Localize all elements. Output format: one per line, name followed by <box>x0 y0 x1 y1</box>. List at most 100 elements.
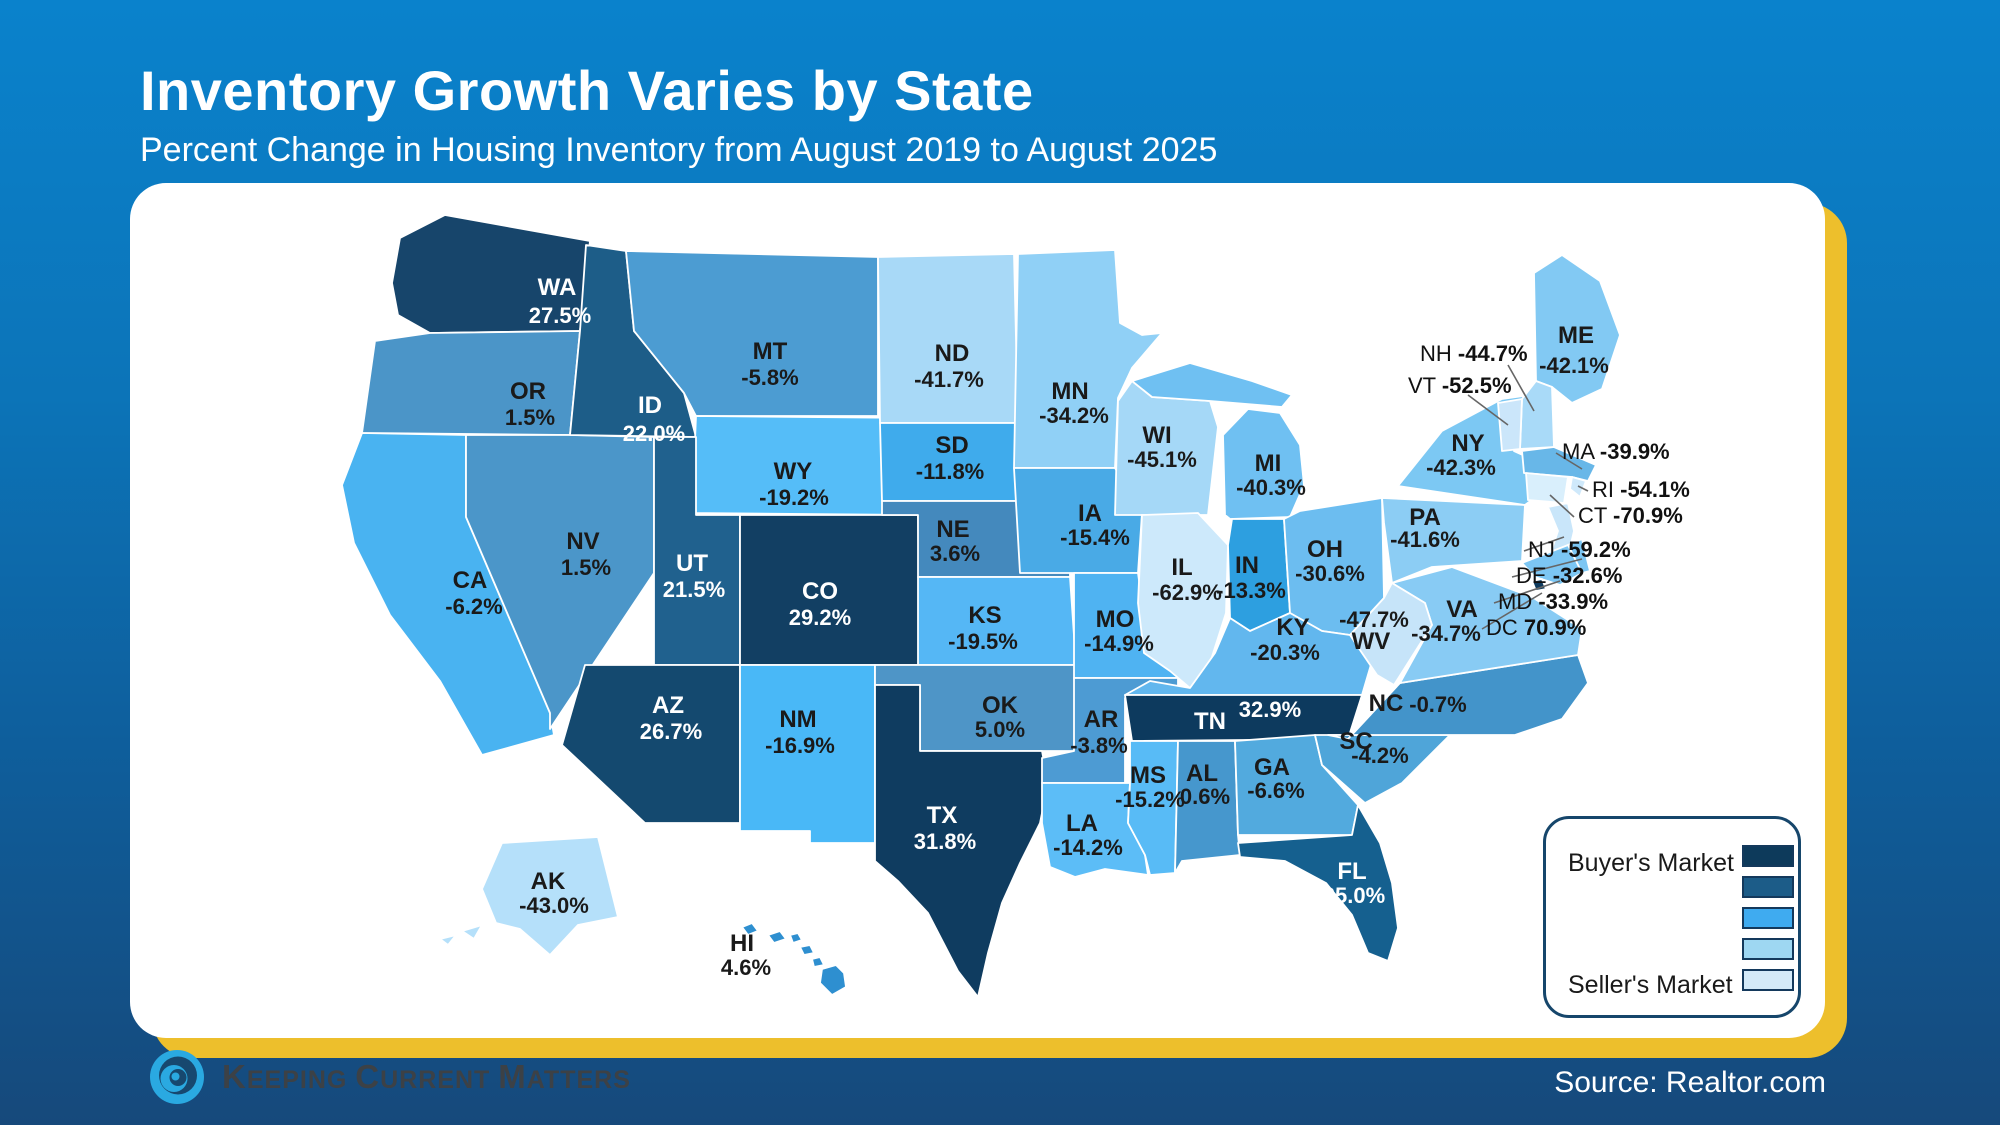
callout-leader-line <box>1549 494 1575 518</box>
state-az <box>561 664 741 824</box>
state-abbr-tx: TX <box>927 802 958 829</box>
state-value-oh: -30.6% <box>1295 561 1365 586</box>
page-subtitle: Percent Change in Housing Inventory from… <box>140 131 1218 169</box>
state-value-ks: -19.5% <box>948 629 1018 654</box>
state-value-ok: 5.0% <box>975 717 1025 742</box>
state-value-la: -14.2% <box>1053 835 1123 860</box>
state-nd <box>877 253 1019 424</box>
state-hi <box>767 930 787 944</box>
state-abbr-mo: MO <box>1096 606 1135 633</box>
state-value-sc: -4.2% <box>1351 743 1408 768</box>
state-abbr-mn: MN <box>1051 378 1088 405</box>
state-abbr-ok: OK <box>982 692 1019 719</box>
callout-md: MD -33.9% <box>1498 589 1608 614</box>
state-abbr-wv: WV <box>1352 628 1391 655</box>
state-abbr-ms: MS <box>1130 762 1166 789</box>
callout-ct: CT -70.9% <box>1578 503 1683 528</box>
state-abbr-mi: MI <box>1255 450 1282 477</box>
callout-nj: NJ -59.2% <box>1528 537 1631 562</box>
legend-swatch-1 <box>1742 845 1794 867</box>
state-ky <box>1124 612 1376 696</box>
state-value-mt: -5.8% <box>741 365 798 390</box>
state-mi <box>1131 362 1293 408</box>
brand-word: EEPING <box>246 1066 356 1094</box>
brand-word: ATTERS <box>526 1066 631 1094</box>
state-value-wv: -47.7% <box>1339 607 1409 632</box>
state-tx <box>874 684 1049 998</box>
state-value-ms: -15.2% <box>1115 787 1185 812</box>
state-value-il: -62.9% <box>1152 580 1222 605</box>
state-value-mn: -34.2% <box>1039 403 1109 428</box>
state-abbr-or: OR <box>510 378 546 405</box>
state-abbr-nm: NM <box>779 706 816 733</box>
state-value-ut: 21.5% <box>663 577 725 602</box>
state-value-fl: 25.0% <box>1323 883 1385 908</box>
state-hi <box>819 964 847 996</box>
state-abbr-ak: AK <box>531 868 566 895</box>
state-hi <box>789 932 803 944</box>
brand-word: K <box>222 1058 247 1095</box>
state-value-mi: -40.3% <box>1236 475 1306 500</box>
state-abbr-ga: GA <box>1254 754 1290 781</box>
state-abbr-sc: SC <box>1339 728 1372 755</box>
callout-leader-line <box>1577 485 1589 492</box>
state-abbr-tn: TN <box>1194 708 1226 735</box>
callout-ma: MA -39.9% <box>1562 439 1670 464</box>
callout-vt: VT -52.5% <box>1408 373 1512 398</box>
us-choropleth-map: WA27.5%OR1.5%CA-6.2%NV1.5%ID22.0%MT-5.8%… <box>341 214 1690 998</box>
state-value-me: -42.1% <box>1539 353 1609 378</box>
brand-wordmark: KEEPING CURRENT MATTERS <box>222 1058 631 1096</box>
state-abbr-wa: WA <box>538 274 577 301</box>
kcm-swirl-icon <box>150 1050 204 1104</box>
callout-leader-line <box>1507 364 1535 412</box>
state-value-or: 1.5% <box>505 405 555 430</box>
state-value-tx: 31.8% <box>914 829 976 854</box>
map-legend: Buyer's Market Seller's Market <box>1543 816 1801 1018</box>
state-ak <box>461 924 483 940</box>
state-abbr-ut: UT <box>676 550 708 577</box>
source-credit: Source: Realtor.com <box>1554 1066 1826 1099</box>
state-abbr-ks: KS <box>968 602 1001 629</box>
state-abbr-ky: KY <box>1276 614 1309 641</box>
state-abbr-sd: SD <box>935 432 968 459</box>
state-value-ca: -6.2% <box>445 594 502 619</box>
legend-swatch-2 <box>1742 876 1794 898</box>
state-abbr-hi: HI <box>730 930 754 957</box>
state-abbr-wy: WY <box>774 458 813 485</box>
state-ak <box>481 836 619 956</box>
state-ct <box>1525 472 1569 504</box>
state-value-sd: -11.8% <box>916 459 985 484</box>
state-abbr-ar: AR <box>1084 706 1119 733</box>
state-me <box>1533 254 1621 404</box>
brand-logo: KEEPING CURRENT MATTERS <box>148 1048 631 1106</box>
state-abbr-ny: NY <box>1451 430 1484 457</box>
state-md <box>1521 544 1583 586</box>
callout-ri: RI -54.1% <box>1592 477 1690 502</box>
brand-word: C <box>355 1058 381 1095</box>
brand-word: M <box>498 1058 527 1095</box>
legend-swatch-3 <box>1742 907 1794 929</box>
state-abbr-nv: NV <box>566 528 599 555</box>
state-value-va: -34.7% <box>1411 621 1481 646</box>
state-value-ky: -20.3% <box>1250 640 1320 665</box>
state-dc <box>1531 578 1547 592</box>
legend-sellers-market-label: Seller's Market <box>1568 971 1733 999</box>
page-title: Inventory Growth Varies by State <box>140 59 1034 122</box>
state-value-ar: -3.8% <box>1070 733 1127 758</box>
state-value-pa: -41.6% <box>1390 527 1460 552</box>
state-abbr-az: AZ <box>652 692 684 719</box>
state-hi <box>811 956 825 968</box>
state-hi <box>741 922 759 936</box>
map-card: WA 27.5% OR 1.5% CA -6.2% NV 1.5% ID 22.0% MT -5.8%… <box>130 183 1825 1038</box>
state-value-wy: -19.2% <box>759 485 829 510</box>
callout-dc: DC 70.9% <box>1486 615 1586 640</box>
callout-leader-line <box>1511 558 1583 578</box>
state-value-nc: -0.7% <box>1409 692 1466 717</box>
callout-de: DE -32.6% <box>1516 563 1622 588</box>
state-ak <box>439 934 457 946</box>
state-value-nd: -41.7% <box>914 367 984 392</box>
legend-swatch-5 <box>1742 969 1794 991</box>
state-abbr-ia: IA <box>1078 500 1102 527</box>
state-ri <box>1569 476 1587 498</box>
